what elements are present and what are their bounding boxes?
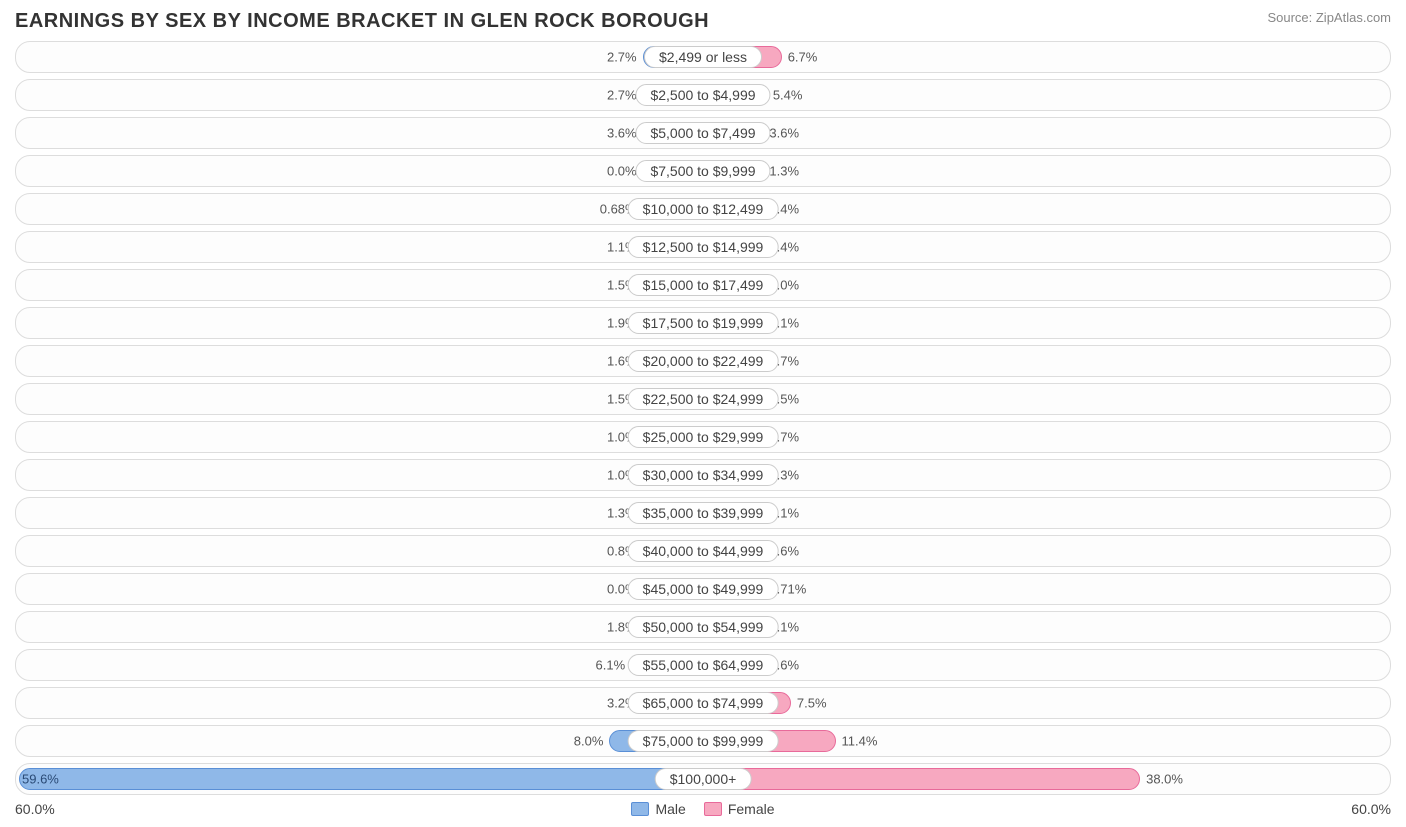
bar-row: 3.6% 3.6%$5,000 to $7,499 — [15, 117, 1391, 149]
bar-row: 1.0%1.3%$30,000 to $34,999 — [15, 459, 1391, 491]
bracket-label: $50,000 to $54,999 — [628, 616, 779, 638]
female-value: 6.7% — [788, 50, 818, 65]
bar-row: 1.5%0.0%$15,000 to $17,499 — [15, 269, 1391, 301]
bar-row: 0.0% 1.3%$7,500 to $9,999 — [15, 155, 1391, 187]
bar-row: 1.5%2.5%$22,500 to $24,999 — [15, 383, 1391, 415]
male-value: 2.7% — [607, 50, 637, 65]
bracket-label: $17,500 to $19,999 — [628, 312, 779, 334]
bar-row: 1.0%1.7%$25,000 to $29,999 — [15, 421, 1391, 453]
bracket-label: $55,000 to $64,999 — [628, 654, 779, 676]
female-value: 7.5% — [797, 696, 827, 711]
male-value: 8.0% — [574, 734, 604, 749]
source-attribution: Source: ZipAtlas.com — [1267, 10, 1391, 25]
legend-female-label: Female — [728, 801, 775, 817]
bracket-label: $12,500 to $14,999 — [628, 236, 779, 258]
bracket-label: $45,000 to $49,999 — [628, 578, 779, 600]
bar-row: 0.0%0.71%$45,000 to $49,999 — [15, 573, 1391, 605]
legend-male-label: Male — [655, 801, 685, 817]
male-value: 6.1% — [596, 658, 626, 673]
bracket-label: $30,000 to $34,999 — [628, 464, 779, 486]
male-value: 3.6% — [607, 126, 637, 141]
bar-row: 6.1%3.6%$55,000 to $64,999 — [15, 649, 1391, 681]
bar-row: 1.6%1.7%$20,000 to $22,499 — [15, 345, 1391, 377]
female-value: 5.4% — [773, 88, 803, 103]
bracket-label: $2,499 or less — [644, 46, 762, 68]
legend-swatch-male — [631, 802, 649, 816]
diverging-bar-chart: 2.7% 6.7% $2,499 or less 2.7% 5.4%$2,500 to … — [15, 41, 1391, 795]
bar-row: 2.7% 6.7% $2,499 or less — [15, 41, 1391, 73]
bracket-label: $100,000+ — [655, 768, 752, 790]
bracket-label: $22,500 to $24,999 — [628, 388, 779, 410]
legend-male: Male — [631, 801, 685, 817]
bracket-label: $65,000 to $74,999 — [628, 692, 779, 714]
female-value: 1.3% — [769, 164, 799, 179]
bar-row: 0.8%1.6%$40,000 to $44,999 — [15, 535, 1391, 567]
legend: Male Female — [631, 801, 774, 817]
axis-left-max: 60.0% — [15, 801, 55, 817]
bracket-label: $75,000 to $99,999 — [628, 730, 779, 752]
female-value: 3.6% — [769, 126, 799, 141]
axis-right-max: 60.0% — [1351, 801, 1391, 817]
female-bar — [703, 768, 1140, 790]
female-value: 38.0% — [1146, 772, 1183, 787]
bar-row: 2.7% 5.4%$2,500 to $4,999 — [15, 79, 1391, 111]
legend-female: Female — [704, 801, 775, 817]
bar-row: 0.68%3.4%$10,000 to $12,499 — [15, 193, 1391, 225]
bar-row: 1.9%1.1%$17,500 to $19,999 — [15, 307, 1391, 339]
bracket-label: $5,000 to $7,499 — [635, 122, 770, 144]
bracket-label: $40,000 to $44,999 — [628, 540, 779, 562]
legend-swatch-female — [704, 802, 722, 816]
bar-row: 8.0% 11.4% $75,000 to $99,999 — [15, 725, 1391, 757]
bar-row: 59.6% 38.0% $100,000+ — [15, 763, 1391, 795]
male-value: 2.7% — [607, 88, 637, 103]
bracket-label: $10,000 to $12,499 — [628, 198, 779, 220]
bracket-label: $25,000 to $29,999 — [628, 426, 779, 448]
bracket-label: $35,000 to $39,999 — [628, 502, 779, 524]
bracket-label: $20,000 to $22,499 — [628, 350, 779, 372]
female-value: 11.4% — [842, 734, 878, 749]
bar-row: 1.3%3.1%$35,000 to $39,999 — [15, 497, 1391, 529]
male-value: 0.0% — [607, 164, 637, 179]
bar-row: 3.2%7.5%$65,000 to $74,999 — [15, 687, 1391, 719]
bar-row: 1.1%2.4%$12,500 to $14,999 — [15, 231, 1391, 263]
male-value: 59.6% — [22, 772, 59, 787]
chart-title: EARNINGS BY SEX BY INCOME BRACKET IN GLE… — [15, 10, 709, 33]
bracket-label: $7,500 to $9,999 — [635, 160, 770, 182]
male-bar — [19, 768, 703, 790]
bar-row: 1.8%3.1%$50,000 to $54,999 — [15, 611, 1391, 643]
bracket-label: $2,500 to $4,999 — [635, 84, 770, 106]
bracket-label: $15,000 to $17,499 — [628, 274, 779, 296]
